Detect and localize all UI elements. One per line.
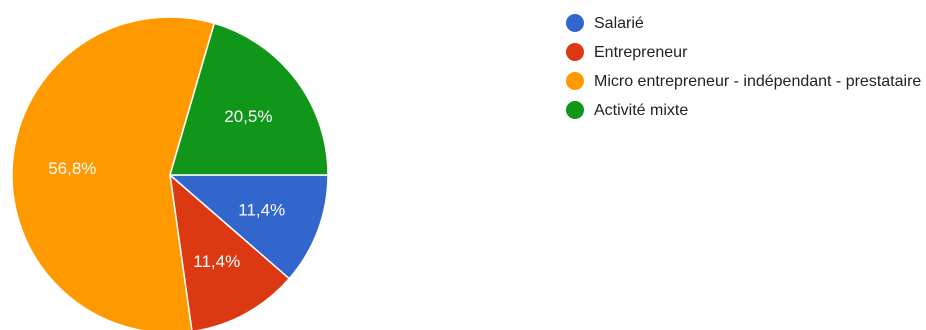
legend-dot-micro-entrepreneur: [566, 72, 584, 90]
pie-slice-entrepreneur[interactable]: [168, 173, 291, 330]
legend-item-micro-entrepreneur[interactable]: Micro entrepreneur - indépendant - prest…: [566, 71, 926, 92]
legend-label-micro-entrepreneur: Micro entrepreneur - indépendant - prest…: [594, 73, 922, 90]
legend-item-activite-mixte[interactable]: Activité mixte: [566, 100, 926, 121]
pie-slice-micro-entrepreneur[interactable]: [11, 16, 216, 330]
legend-dot-activite-mixte: [566, 101, 584, 119]
pie-slice-salarie[interactable]: [167, 174, 329, 280]
legend: Salarié Entrepreneur Micro entrepreneur …: [566, 13, 926, 129]
legend-dot-entrepreneur: [566, 43, 584, 61]
slice-data-label-salarie: 11,4%: [238, 200, 285, 219]
slice-data-label-entrepreneur: 11,4%: [193, 252, 240, 271]
legend-label-activite-mixte: Activité mixte: [594, 102, 689, 119]
legend-item-salarie[interactable]: Salarié: [566, 13, 926, 34]
pie-slice-activite-mixte[interactable]: [168, 22, 329, 176]
legend-label-entrepreneur: Entrepreneur: [594, 44, 688, 61]
pie-chart: 11,4% 11,4% 56,8% 20,5%: [11, 16, 329, 330]
slice-data-label-micro-entrepreneur: 56,8%: [48, 159, 96, 178]
legend-dot-salarie: [566, 14, 584, 32]
legend-item-entrepreneur[interactable]: Entrepreneur: [566, 42, 926, 63]
legend-label-salarie: Salarié: [594, 15, 644, 32]
slice-data-label-activite-mixte: 20,5%: [224, 107, 272, 126]
